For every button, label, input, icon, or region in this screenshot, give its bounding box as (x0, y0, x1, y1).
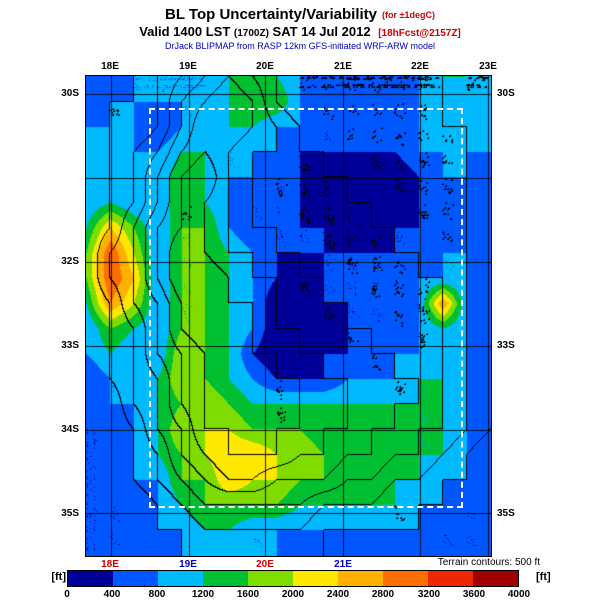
colorbar-segment (248, 571, 293, 586)
valid-date: SAT 14 Jul 2012 (272, 24, 371, 39)
valid-time: Valid 1400 LST (139, 24, 231, 39)
lon-tick-label: 19E (179, 61, 197, 72)
colorbar-tick-label: 4000 (507, 589, 531, 600)
lat-tick-label: 33S (61, 340, 79, 351)
lon-tick-label: 21E (334, 559, 352, 570)
lon-tick-label: 22E (411, 61, 429, 72)
lon-tick-label: 19E (179, 559, 197, 570)
valid-time-line: Valid 1400 LST (1700Z) SAT 14 Jul 2012 [… (0, 24, 600, 41)
lon-tick-label: 18E (101, 559, 119, 570)
colorbar-tick-label: 0 (64, 589, 70, 600)
colorbar-segment (338, 571, 383, 586)
map-canvas (86, 76, 491, 556)
lat-tick-label: 35S (497, 508, 515, 519)
colorbar-tick-label: 2000 (281, 589, 305, 600)
colorbar-segment (158, 571, 203, 586)
colorbar-segment (113, 571, 158, 586)
title-block: BL Top Uncertainty/Variability (for ±1deg… (0, 6, 600, 52)
forecast-tag: [18hFcst@2157Z] (378, 28, 461, 39)
colorbar-tick-label: 800 (148, 589, 166, 600)
colorbar-segment (293, 571, 338, 586)
lat-tick-label: 34S (61, 424, 79, 435)
latitude-labels-left: 30S 32S 33S 34S 35S (44, 75, 82, 557)
lat-tick-label: 30S (61, 88, 79, 99)
map-frame (85, 75, 492, 557)
chart-title-qualifier: (for ±1degC) (382, 10, 435, 20)
latitude-labels-right: 30S 33S 35S (494, 75, 532, 557)
inner-domain-rectangle (149, 108, 463, 508)
model-attribution: DrJack BLIPMAP from RASP 12km GFS-initia… (164, 41, 436, 51)
lat-tick-label: 30S (497, 88, 515, 99)
lon-tick-label: 23E (479, 61, 497, 72)
colorbar-segment (383, 571, 428, 586)
chart-title: BL Top Uncertainty/Variability (for ±1deg… (0, 6, 600, 24)
lat-tick-label: 35S (61, 508, 79, 519)
colorbar-tick-labels: 0 400 800 1200 1600 2000 2400 2800 3200 3600 4000 (64, 589, 530, 600)
lat-tick-label: 33S (497, 340, 515, 351)
lon-tick-label: 20E (256, 559, 274, 570)
colorbar-unit-right: [ft] (536, 571, 551, 583)
lon-tick-label: 21E (334, 61, 352, 72)
colorbar-tick-label: 400 (103, 589, 121, 600)
colorbar-tick-label: 1600 (236, 589, 260, 600)
colorbar (67, 570, 519, 587)
longitude-labels-top: 18E 19E 20E 21E 22E 23E (85, 61, 497, 74)
colorbar-segment (473, 571, 518, 586)
colorbar-segment (428, 571, 473, 586)
lon-tick-label: 18E (101, 61, 119, 72)
colorbar-segment (203, 571, 248, 586)
colorbar-tick-label: 3600 (462, 589, 486, 600)
terrain-contours-note: Terrain contours: 500 ft (437, 557, 540, 568)
colorbar-tick-label: 2400 (326, 589, 350, 600)
longitude-labels-bottom: 18E 19E 20E 21E (85, 559, 490, 572)
colorbar-segment (68, 571, 113, 586)
valid-zulu-time: (1700Z) (233, 28, 269, 39)
colorbar-unit-left: [ft] (51, 571, 66, 583)
colorbar-tick-label: 2800 (371, 589, 395, 600)
chart-title-text: BL Top Uncertainty/Variability (165, 6, 378, 23)
colorbar-tick-label: 3200 (417, 589, 441, 600)
lon-tick-label: 20E (256, 61, 274, 72)
colorbar-tick-label: 1200 (191, 589, 215, 600)
lat-tick-label: 32S (61, 256, 79, 267)
